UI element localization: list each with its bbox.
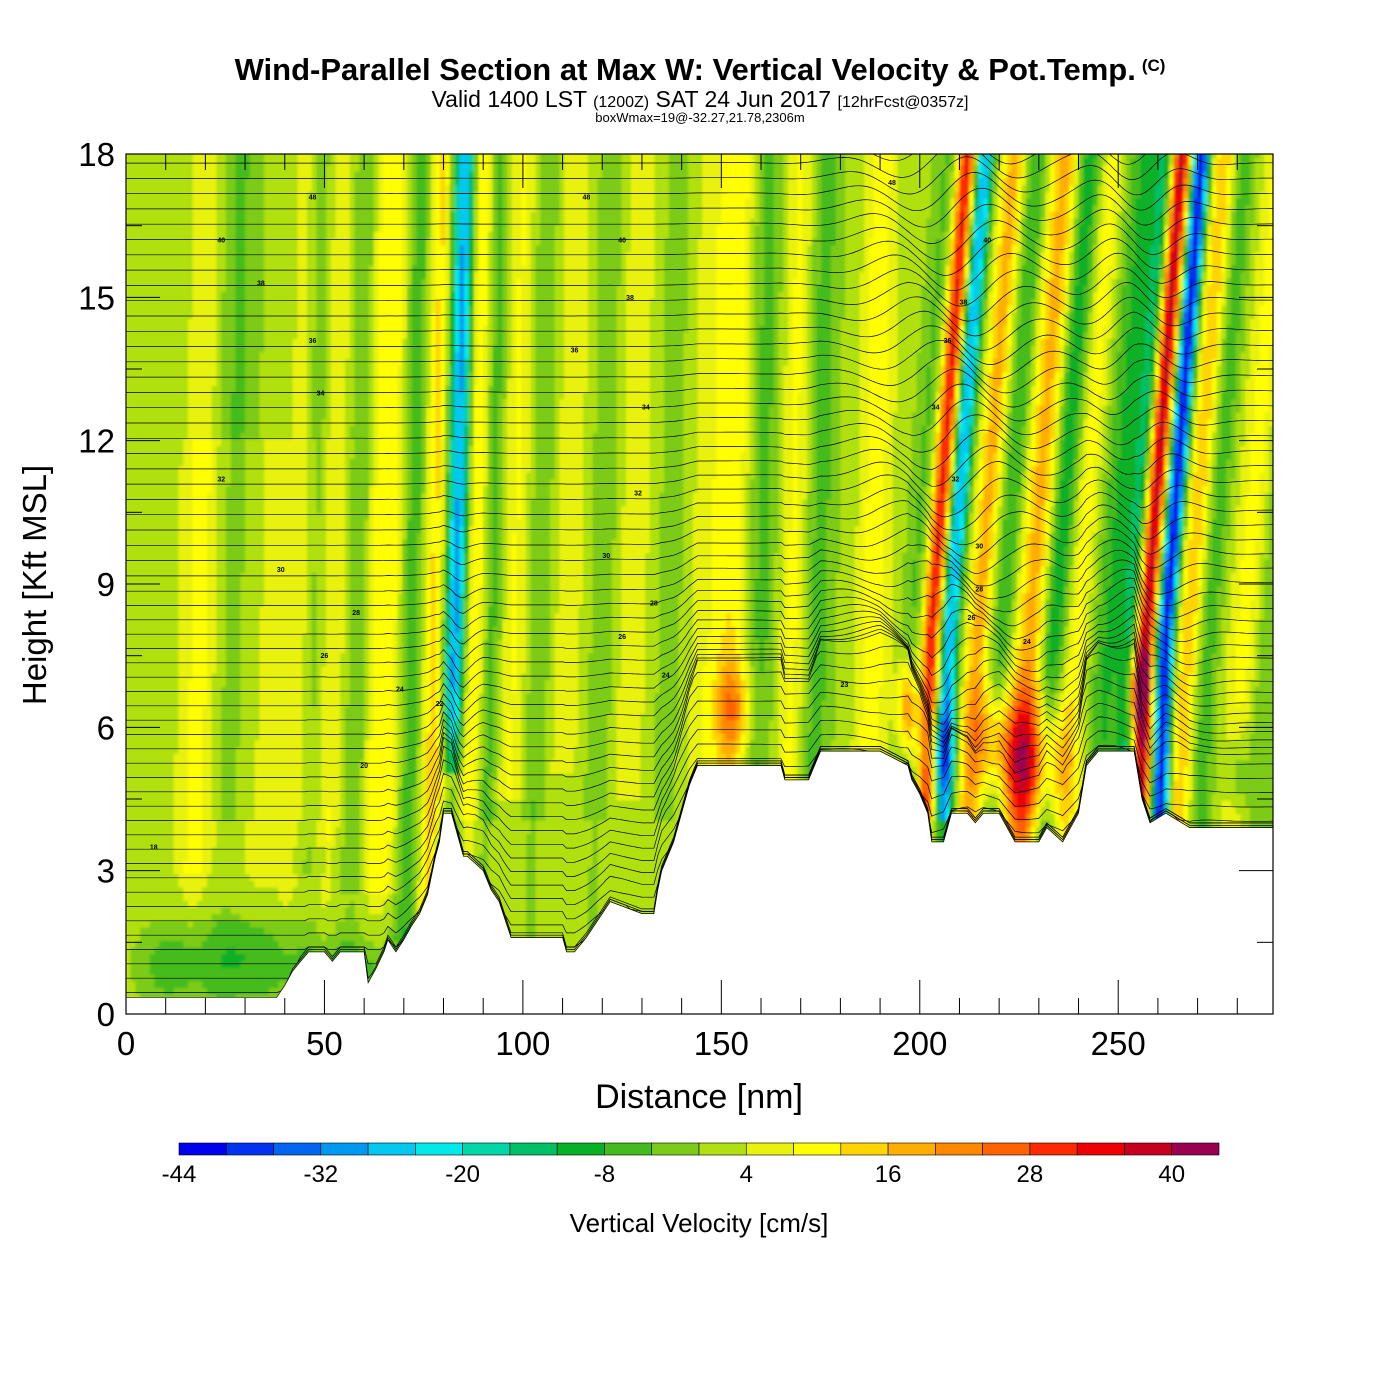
isentrope-label: 34	[932, 405, 940, 412]
isentrope-label: 30	[975, 543, 983, 550]
isentrope-label: 20	[360, 763, 368, 770]
isentrope-label: 26	[618, 634, 626, 641]
colorbar-swatch	[179, 1143, 226, 1155]
isentrope-label: 36	[944, 338, 952, 345]
isentrope-label: 40	[618, 238, 626, 245]
cross-section-chart: 4840383634323028262422201848403836343230…	[0, 0, 1400, 1400]
colorbar-swatch	[1030, 1143, 1077, 1155]
isentrope-label: 32	[952, 476, 960, 483]
velocity-field: 48 40 38 36 34 32 30 28 26 24 22 20 18 48 40 38 36 34 32 30…	[126, 126, 1274, 1014]
colorbar-swatch	[746, 1143, 793, 1155]
y-axis-label: Height [Kft MSL]	[16, 465, 53, 705]
colorbar-swatch	[841, 1143, 888, 1155]
x-tick-label: 0	[117, 1025, 135, 1062]
isentrope-label: 36	[571, 347, 579, 354]
isentrope-label: 26	[967, 615, 975, 622]
isentrope-label: 32	[217, 476, 225, 483]
isentrope-label: 34	[642, 405, 650, 412]
isentrope-label: 18	[150, 844, 158, 851]
isentrope-label: 23	[840, 682, 848, 689]
y-tick-label: 15	[78, 279, 115, 316]
colorbar-swatch	[557, 1143, 604, 1155]
y-tick-label: 12	[78, 423, 115, 460]
colorbar-swatch	[888, 1143, 935, 1155]
colorbar-swatch	[274, 1143, 321, 1155]
x-tick-label: 150	[694, 1025, 749, 1062]
colorbar-swatch	[794, 1143, 841, 1155]
y-tick-label: 3	[97, 853, 115, 890]
isentrope-label: 24	[1023, 639, 1031, 646]
isentrope-label: 30	[277, 567, 285, 574]
x-tick-label: 200	[892, 1025, 947, 1062]
isentrope-label: 48	[888, 180, 896, 187]
colorbar-tick-label: 40	[1158, 1161, 1185, 1188]
colorbar-swatch	[983, 1143, 1030, 1155]
y-tick-label: 9	[97, 566, 115, 603]
x-axis-label: Distance [nm]	[595, 1078, 803, 1116]
colorbar-tick-label: 4	[740, 1161, 753, 1188]
colorbar-tick-label: -32	[303, 1161, 338, 1188]
colorbar-swatch	[463, 1143, 510, 1155]
colorbar-tick-label: 16	[875, 1161, 902, 1188]
colorbar-swatch	[604, 1143, 651, 1155]
y-tick-label: 0	[97, 996, 115, 1033]
isentrope-label: 38	[257, 281, 265, 288]
isentrope-label: 24	[662, 672, 670, 679]
colorbar-swatch	[1172, 1143, 1219, 1155]
colorbar-tick-label: 28	[1017, 1161, 1044, 1188]
colorbar-swatch	[652, 1143, 699, 1155]
isentrope-label: 34	[317, 390, 325, 397]
colorbar-swatch	[1124, 1143, 1171, 1155]
colorbar-tick-label: -44	[162, 1161, 197, 1188]
colorbar-swatch	[415, 1143, 462, 1155]
colorbar-swatch	[1077, 1143, 1124, 1155]
colorbar-swatch	[935, 1143, 982, 1155]
isentrope-label: 48	[582, 195, 590, 202]
isentrope-label: 48	[309, 195, 317, 202]
x-tick-label: 250	[1091, 1025, 1146, 1062]
isentrope-label: 22	[436, 701, 444, 708]
colorbar-swatch	[699, 1143, 746, 1155]
isentrope-label: 36	[309, 338, 317, 345]
isentrope-label: 40	[983, 238, 991, 245]
y-tick-label: 6	[97, 709, 115, 746]
colorbar-swatch	[226, 1143, 273, 1155]
colorbar-swatch	[510, 1143, 557, 1155]
x-tick-label: 50	[306, 1025, 343, 1062]
colorbar-swatch	[368, 1143, 415, 1155]
isentrope-label: 26	[321, 653, 329, 660]
x-tick-label: 100	[495, 1025, 550, 1062]
y-tick-label: 18	[78, 136, 115, 173]
colorbar-tick-label: -8	[594, 1161, 615, 1188]
colorbar-swatch	[321, 1143, 368, 1155]
colorbar-label: Vertical Velocity [cm/s]	[570, 1208, 829, 1238]
isentrope-label: 38	[960, 300, 968, 307]
isentrope-label: 24	[396, 687, 404, 694]
isentrope-label: 30	[602, 553, 610, 560]
isentrope-label: 38	[626, 295, 634, 302]
isentrope-label: 28	[650, 601, 658, 608]
isentrope-label: 32	[634, 491, 642, 498]
colorbar: -44 -32 -20 -8 4 16 28 40	[162, 1143, 1219, 1188]
isentrope-label: 28	[352, 610, 360, 617]
isentrope-label: 28	[975, 586, 983, 593]
colorbar-tick-label: -20	[445, 1161, 480, 1188]
isentrope-label: 40	[217, 238, 225, 245]
